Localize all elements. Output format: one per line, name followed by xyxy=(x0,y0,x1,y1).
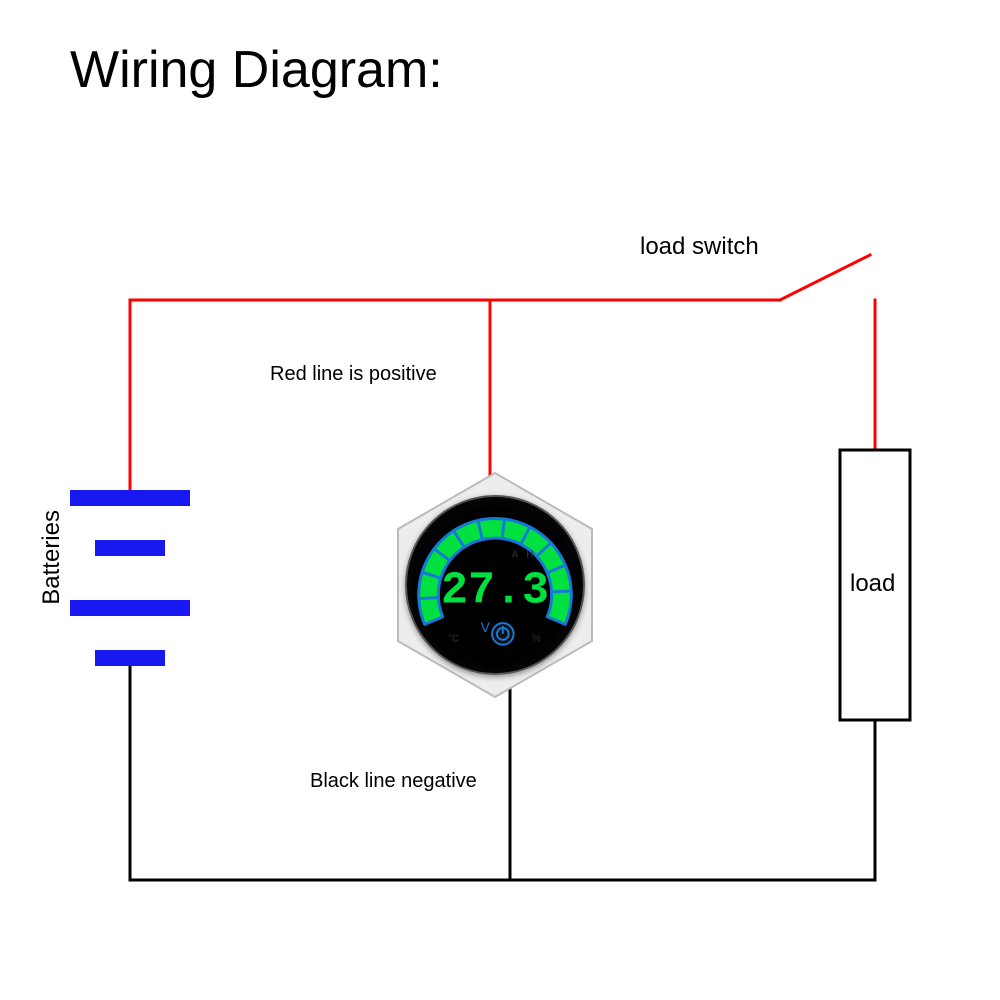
load-switch-label: load switch xyxy=(640,233,759,261)
batteries-label: Batteries xyxy=(38,510,66,605)
meter-c-label: °C xyxy=(448,634,459,645)
meter-pct-label: % xyxy=(532,634,541,645)
meter-face-svg: 27.3 V °C % A H xyxy=(407,497,583,673)
meter-face: 27.3 V °C % A H xyxy=(405,495,585,675)
meter-a-label: A xyxy=(512,550,519,561)
meter-unit: V xyxy=(481,620,491,635)
load-label: load xyxy=(850,570,895,598)
power-icon[interactable] xyxy=(492,623,514,645)
meter-h-label: H xyxy=(526,550,533,561)
voltage-meter: 27.3 V °C % A H xyxy=(380,470,610,700)
meter-reading: 27.3 xyxy=(441,566,549,617)
negative-note: Black line negative xyxy=(310,770,477,793)
positive-note: Red line is positive xyxy=(270,363,437,386)
